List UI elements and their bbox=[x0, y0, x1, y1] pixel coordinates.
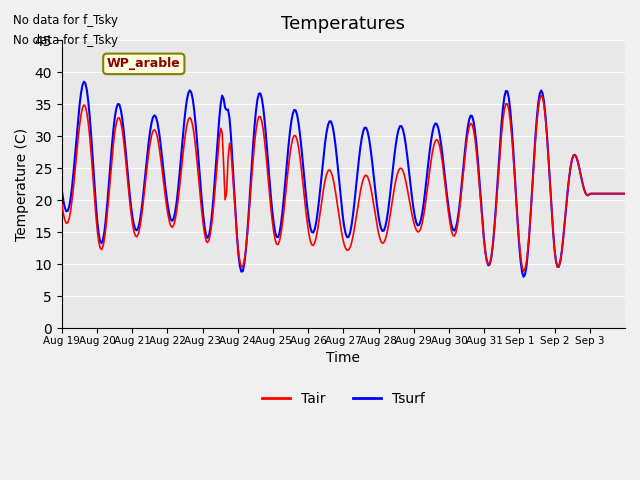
Y-axis label: Temperature (C): Temperature (C) bbox=[15, 128, 29, 240]
Text: No data for f_Tsky: No data for f_Tsky bbox=[13, 34, 118, 47]
Title: Temperatures: Temperatures bbox=[282, 15, 406, 33]
Text: WP_arable: WP_arable bbox=[107, 58, 180, 71]
X-axis label: Time: Time bbox=[326, 351, 360, 365]
Text: No data for f_Tsky: No data for f_Tsky bbox=[13, 14, 118, 27]
Legend: Tair, Tsurf: Tair, Tsurf bbox=[257, 387, 431, 412]
